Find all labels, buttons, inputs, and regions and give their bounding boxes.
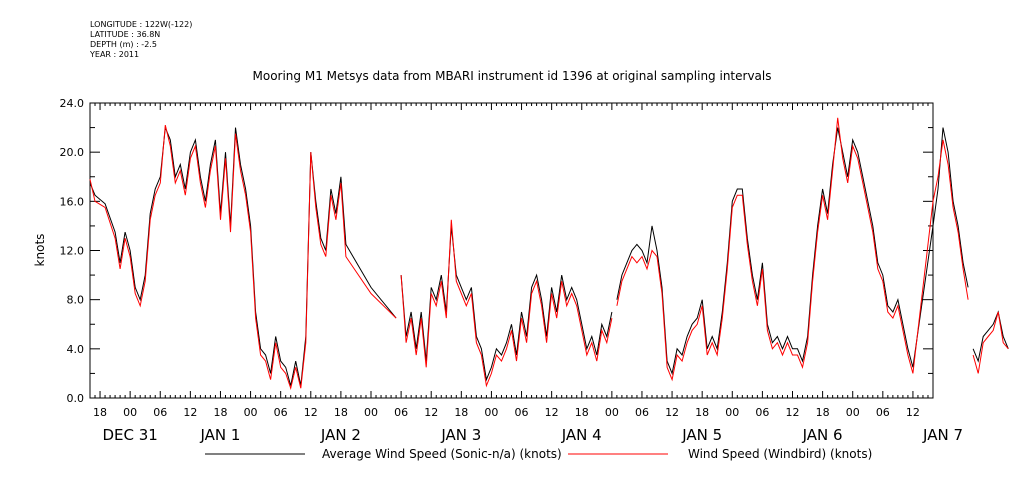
- y-axis: 0.0 4.0 8.0 12.0 16.0 20.0 24.0: [60, 97, 933, 405]
- x-hour-label: 00: [725, 406, 739, 419]
- x-hour-label: 00: [605, 406, 619, 419]
- x-hour-label: 12: [183, 406, 197, 419]
- x-axis: 18 00 06 12 18 00 06 12 18 00 06 12 18 00 06 12 18 00 06 12…: [89, 103, 963, 444]
- x-day-label: JAN 3: [440, 426, 481, 444]
- x-hour-label: 06: [274, 406, 288, 419]
- x-hour-label: 18: [816, 406, 830, 419]
- x-hour-label: 18: [93, 406, 107, 419]
- series-line-1: [89, 124, 397, 391]
- x-day-label: DEC 31: [102, 426, 157, 444]
- x-day-label: JAN 4: [561, 426, 602, 444]
- y-tick-label: 8.0: [67, 294, 85, 307]
- x-hour-label: 06: [515, 406, 529, 419]
- x-day-label: JAN 5: [681, 426, 722, 444]
- x-hour-label: 12: [786, 406, 800, 419]
- x-hour-label: 06: [876, 406, 890, 419]
- x-hour-label: 12: [906, 406, 920, 419]
- station-metadata: LONGITUDE : 122W(-122) LATITUDE : 36.8N …: [90, 20, 192, 60]
- x-hour-label: 12: [665, 406, 679, 419]
- data-series: [89, 117, 1009, 391]
- x-hour-label: 06: [755, 406, 769, 419]
- x-day-label: JAN 6: [802, 426, 843, 444]
- x-hour-label: 06: [153, 406, 167, 419]
- x-hour-label: 12: [304, 406, 318, 419]
- latitude-label: LATITUDE : 36.8N: [90, 30, 161, 39]
- series-line-0: [400, 225, 613, 382]
- x-hour-label: 18: [334, 406, 348, 419]
- depth-label: DEPTH (m) : -2.5: [90, 40, 157, 49]
- series-line-1: [616, 117, 969, 382]
- x-day-label: JAN 1: [199, 426, 240, 444]
- x-hour-label: 00: [123, 406, 137, 419]
- y-tick-label: 12.0: [60, 245, 85, 258]
- series-line-1: [400, 219, 613, 388]
- legend-label-windbird: Wind Speed (Windbird) (knots): [688, 447, 872, 461]
- x-hour-label: 00: [244, 406, 258, 419]
- plot-frame: [89, 102, 934, 399]
- x-hour-label: 00: [484, 406, 498, 419]
- year-label: YEAR : 2011: [90, 50, 140, 59]
- x-hour-label: 18: [695, 406, 709, 419]
- x-hour-label: 18: [575, 406, 589, 419]
- chart-title: Mooring M1 Metsys data from MBARI instru…: [253, 69, 772, 83]
- longitude-label: LONGITUDE : 122W(-122): [90, 20, 193, 29]
- x-hour-label: 00: [846, 406, 860, 419]
- y-tick-label: 20.0: [60, 146, 85, 159]
- series-line-0: [89, 127, 397, 386]
- legend: Average Wind Speed (Sonic-n/a) (knots) W…: [205, 447, 872, 461]
- x-day-label: JAN 7: [922, 426, 963, 444]
- y-tick-label: 0.0: [67, 392, 85, 405]
- series-line-1: [972, 311, 1009, 374]
- x-hour-label: 06: [635, 406, 649, 419]
- x-hour-label: 18: [454, 406, 468, 419]
- series-line-0: [972, 310, 1009, 363]
- x-hour-label: 12: [424, 406, 438, 419]
- x-hour-label: 12: [545, 406, 559, 419]
- y-tick-label: 24.0: [60, 97, 85, 110]
- series-line-0: [616, 127, 969, 376]
- y-axis-label: knots: [33, 234, 47, 267]
- x-hour-label: 18: [213, 406, 227, 419]
- x-hour-label: 00: [364, 406, 378, 419]
- legend-label-average: Average Wind Speed (Sonic-n/a) (knots): [322, 447, 562, 461]
- y-tick-label: 4.0: [67, 343, 85, 356]
- x-hour-label: 06: [394, 406, 408, 419]
- y-tick-label: 16.0: [60, 195, 85, 208]
- x-day-label: JAN 2: [320, 426, 361, 444]
